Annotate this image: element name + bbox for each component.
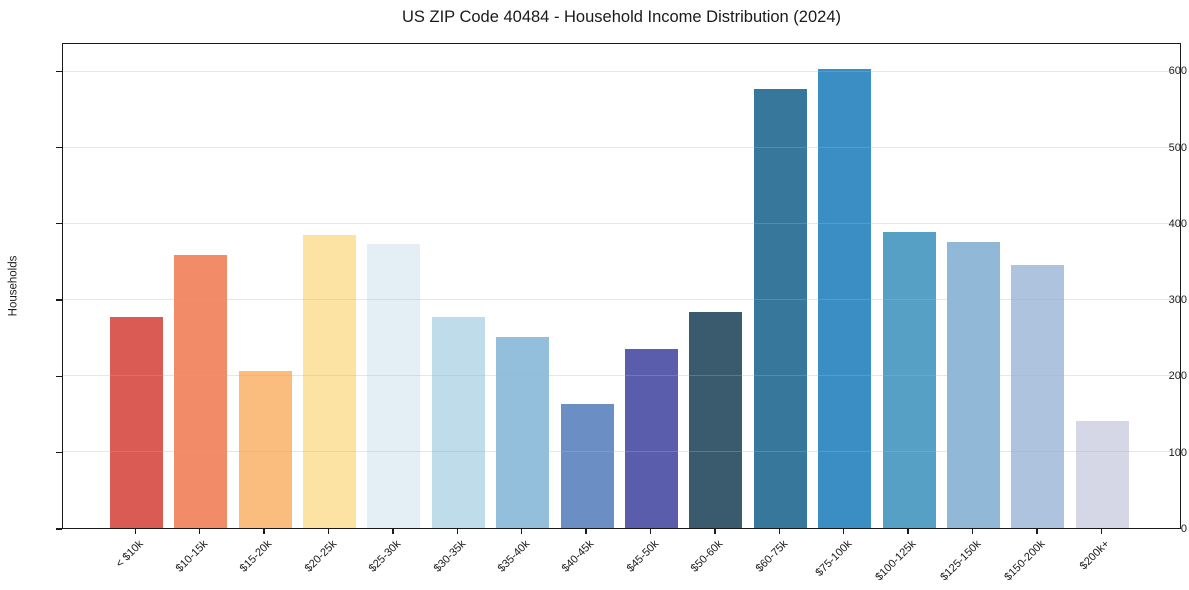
bar-150-200k: [1011, 265, 1065, 528]
x-tick-mark: [907, 529, 909, 534]
bars-layer: [63, 44, 1180, 528]
bar-20-25k: [303, 234, 356, 528]
bar-15-20k: [238, 370, 292, 528]
bar-40-45k: [560, 404, 614, 528]
plot-area: [62, 43, 1181, 529]
x-tick-mark: [327, 529, 330, 534]
x-tick-label: $200k+: [1077, 538, 1112, 573]
y-tick-label: 300: [1168, 294, 1187, 307]
x-tick-label: < $10k: [113, 538, 146, 571]
y-tick-label: 600: [1168, 65, 1187, 78]
x-tick-label: $150-200k: [1002, 538, 1048, 584]
x-tick-mark: [1036, 529, 1038, 534]
x-tick-mark: [199, 529, 201, 534]
y-tick-label: 400: [1168, 217, 1187, 230]
bar-10-15k: [174, 255, 228, 528]
x-tick-mark: [392, 529, 394, 534]
bar-75-100k: [818, 69, 872, 528]
x-tick-mark: [134, 529, 136, 534]
y-axis-label-wrap: Households: [2, 43, 24, 529]
x-tick-label: $125-150k: [937, 538, 983, 584]
y-tick-mark: [56, 70, 62, 72]
bar-125-150k: [947, 241, 1000, 528]
bar-200k: [1075, 420, 1129, 528]
x-tick-label: $30-35k: [431, 538, 468, 575]
bar-100-125k: [882, 231, 936, 528]
bar-45-50k: [625, 349, 678, 528]
y-tick-label: 200: [1168, 370, 1187, 383]
x-tick-label: $50-60k: [688, 538, 726, 575]
y-tick-label: 100: [1168, 446, 1187, 459]
chart-title: US ZIP Code 40484 - Household Income Dis…: [401, 8, 841, 26]
x-tick-label: $75-100k: [813, 538, 855, 579]
y-axis-label: Households: [7, 255, 20, 317]
x-tick-label: $10-15k: [173, 538, 211, 575]
x-tick-label: $40-45k: [559, 538, 597, 575]
x-tick-label: $100-125k: [873, 538, 919, 584]
x-tick-label: $15-20k: [237, 538, 275, 575]
x-tick-label: $20-25k: [302, 538, 339, 575]
x-tick-label: $45-50k: [624, 538, 661, 575]
bar-25-30k: [367, 243, 421, 528]
y-tick-mark: [56, 299, 62, 301]
x-tick-mark: [456, 529, 458, 534]
x-tick-mark: [843, 529, 845, 534]
x-tick-mark: [263, 529, 265, 534]
x-tick-mark: [649, 529, 652, 534]
x-tick-mark: [714, 529, 716, 534]
y-tick-label: 0: [1180, 523, 1187, 535]
x-tick-label: $35-40k: [495, 538, 533, 575]
y-tick-mark: [56, 528, 62, 530]
y-tick-mark: [56, 452, 62, 454]
bar-35-40k: [496, 337, 550, 528]
bar-60-75k: [753, 88, 807, 528]
y-tick-mark: [56, 223, 62, 225]
bar-30-35k: [431, 316, 485, 528]
x-tick-mark: [521, 529, 523, 534]
y-tick-label: 500: [1168, 141, 1187, 154]
x-tick-label: $25-30k: [366, 538, 404, 575]
x-tick-mark: [1100, 529, 1102, 534]
x-tick-mark: [585, 529, 587, 534]
bar-50-60k: [689, 312, 743, 528]
x-tick-mark: [971, 529, 974, 534]
y-tick-mark: [56, 375, 62, 378]
x-tick-label: $60-75k: [753, 538, 790, 575]
y-tick-mark: [56, 146, 62, 149]
bar-10k: [109, 316, 163, 528]
x-tick-mark: [778, 529, 780, 534]
